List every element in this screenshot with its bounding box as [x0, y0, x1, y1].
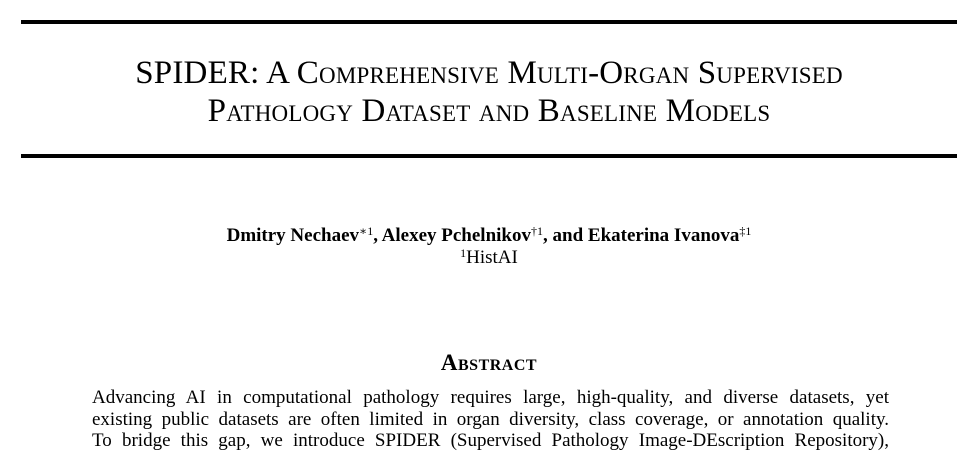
affiliation-mark: 1 — [460, 246, 467, 260]
title-bottom-rule — [21, 154, 957, 158]
author-name: Dmitry Nechaev — [226, 225, 360, 246]
paper-title-line-1: SPIDER: A Comprehensive Multi-Organ Supe… — [135, 55, 843, 91]
abstract-line: existing public datasets are often limit… — [92, 408, 889, 430]
abstract-line: To bridge this gap, we introduce SPIDER … — [92, 430, 889, 451]
title-top-rule — [21, 20, 957, 24]
affiliation: 1HistAI — [0, 247, 978, 269]
affiliation-name: HistAI — [466, 247, 518, 268]
author-name: Ekaterina Ivanova — [587, 225, 740, 246]
paper-title: SPIDER: A Comprehensive Multi-Organ Supe… — [0, 54, 978, 130]
author-list: Dmitry Nechaev∗1, Alexey Pchelnikov†1, a… — [0, 225, 978, 247]
author-name: Alexey Pchelnikov — [381, 225, 531, 246]
author-separator: , — [373, 225, 382, 246]
author-marks: ‡1 — [739, 224, 752, 238]
author-marks: †1 — [531, 224, 543, 238]
abstract-body: Advancing AI in computational pathology … — [92, 387, 889, 452]
author-separator: , and — [543, 225, 588, 246]
abstract-heading: Abstract — [440, 350, 538, 375]
paper-title-line-2: Pathology Dataset and Baseline Models — [207, 93, 771, 129]
author-marks: ∗1 — [359, 224, 374, 238]
abstract-line: Advancing AI in computational pathology … — [92, 387, 889, 408]
